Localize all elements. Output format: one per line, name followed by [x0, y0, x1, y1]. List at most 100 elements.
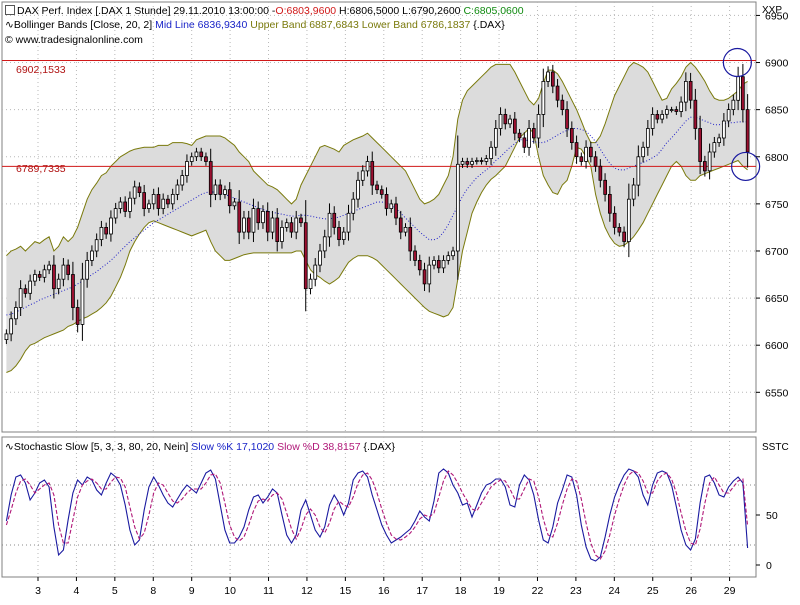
candle-down	[379, 189, 384, 195]
candle-down	[375, 184, 379, 191]
candle-up	[584, 146, 588, 162]
date-tick-label: 8	[150, 585, 156, 597]
candle-up	[318, 250, 322, 266]
candle-up	[313, 264, 318, 280]
date-tick-label: 10	[224, 585, 236, 597]
candle-up	[161, 198, 166, 209]
header-line-3: © www.tradesignalonline.com	[5, 33, 143, 47]
price-tick-label: 6600	[765, 340, 789, 352]
candle-down	[555, 85, 560, 101]
candle-up	[441, 259, 446, 269]
candle-up	[341, 231, 346, 241]
stoch-tick-label: 0	[766, 560, 772, 572]
candle-up	[180, 175, 185, 186]
candle-up	[261, 210, 265, 224]
candle-up	[294, 217, 299, 233]
level-upper-label: 6902,1533	[16, 64, 66, 76]
candle-up	[403, 226, 408, 233]
candle-up	[9, 318, 13, 335]
candle-down	[612, 212, 617, 228]
candle-up	[170, 193, 175, 205]
candle-down	[622, 231, 627, 242]
candle-up	[175, 184, 180, 195]
candle-down	[693, 99, 698, 129]
candle-up	[327, 212, 332, 238]
candle-up	[242, 217, 246, 233]
candle-up	[646, 128, 650, 148]
candle-down	[603, 179, 608, 195]
candle-down	[337, 226, 341, 240]
candle-down	[256, 208, 261, 224]
candle-up	[322, 236, 327, 252]
low-value: L:6790,2600	[402, 5, 461, 17]
level-lower-label: 6789,7335	[16, 163, 66, 175]
candle-down	[303, 222, 308, 290]
candle-down	[745, 109, 750, 153]
candle-up	[717, 137, 722, 143]
date-tick-label: 25	[647, 585, 659, 597]
highlight-circle-bottom	[731, 151, 761, 182]
candle-down	[71, 274, 75, 308]
open-value: O:6803,9600	[275, 5, 337, 17]
candle-down	[199, 151, 204, 158]
candle-up	[4, 333, 9, 340]
date-tick-label: 29	[724, 585, 736, 597]
candle-down	[142, 192, 146, 210]
close-value: C:6805,0600	[463, 5, 524, 17]
candle-up	[132, 186, 137, 199]
candle-up	[356, 179, 360, 200]
candle-up	[546, 71, 550, 82]
candle-down	[422, 269, 427, 285]
stoch-name: Stochastic Slow [5, 3, 3, 80, 20, Nein]	[13, 441, 189, 453]
candle-down	[574, 142, 579, 158]
candle-down	[156, 193, 161, 209]
candle-down	[565, 109, 569, 129]
candle-up	[47, 264, 52, 271]
header-line-2: ∿Bollinger Bands [Close, 20, 2] Mid Line…	[5, 18, 505, 32]
candle-up	[284, 222, 289, 228]
date-tick-label: 18	[455, 585, 467, 597]
candle-up	[61, 264, 66, 280]
candle-down	[674, 109, 679, 112]
candle-down	[332, 212, 337, 228]
stoch-header: ∿Stochastic Slow [5, 3, 3, 80, 20, Nein]…	[5, 440, 395, 454]
price-axis: 6550 6600 6650 6700 6750 6800 6850 6900 6950	[756, 10, 789, 399]
candle-down	[617, 226, 622, 233]
candle-up	[489, 146, 493, 160]
candle-up	[527, 128, 531, 148]
candle-up	[28, 280, 33, 294]
bollinger-upper-line	[6, 61, 748, 257]
bb-mid-value: Mid Line 6836,9340	[155, 19, 248, 31]
stoch-corner-label: SSTC	[762, 442, 789, 453]
price-tick-label: 6950	[765, 10, 789, 22]
date-axis: 3 4 5 8 9 10 11 12 15 16 17 18 19 22 23 24 25 26 29	[35, 577, 736, 597]
date-tick-label: 4	[73, 585, 79, 597]
date-tick-label: 11	[263, 585, 274, 597]
candle-down	[532, 128, 536, 139]
candle-down	[408, 226, 413, 252]
candle-up	[85, 259, 89, 280]
candle-up	[427, 264, 432, 285]
candle-up	[365, 161, 370, 172]
candle-down	[104, 226, 108, 235]
candle-down	[465, 161, 470, 165]
stoch-d-value: Slow %D 38,8157	[277, 441, 361, 453]
candle-down	[598, 165, 603, 181]
indicator-wave-icon: ∿	[5, 441, 14, 453]
candle-up	[42, 269, 47, 278]
stoch-k-value: Slow %K 17,1020	[191, 441, 275, 453]
candle-up	[128, 197, 132, 212]
candle-down	[123, 201, 127, 212]
candle-up	[109, 217, 113, 235]
candle-up	[14, 307, 18, 320]
candle-up	[189, 156, 194, 162]
candle-down	[589, 146, 593, 158]
high-value: H:6806,5000	[339, 5, 400, 17]
date-tick-label: 3	[35, 585, 41, 597]
candle-up	[684, 81, 688, 103]
candle-down	[37, 274, 42, 278]
candle-up	[451, 250, 455, 257]
candle-up	[56, 278, 61, 290]
bb-name: Bollinger Bands [Close, 20, 2]	[13, 19, 153, 31]
